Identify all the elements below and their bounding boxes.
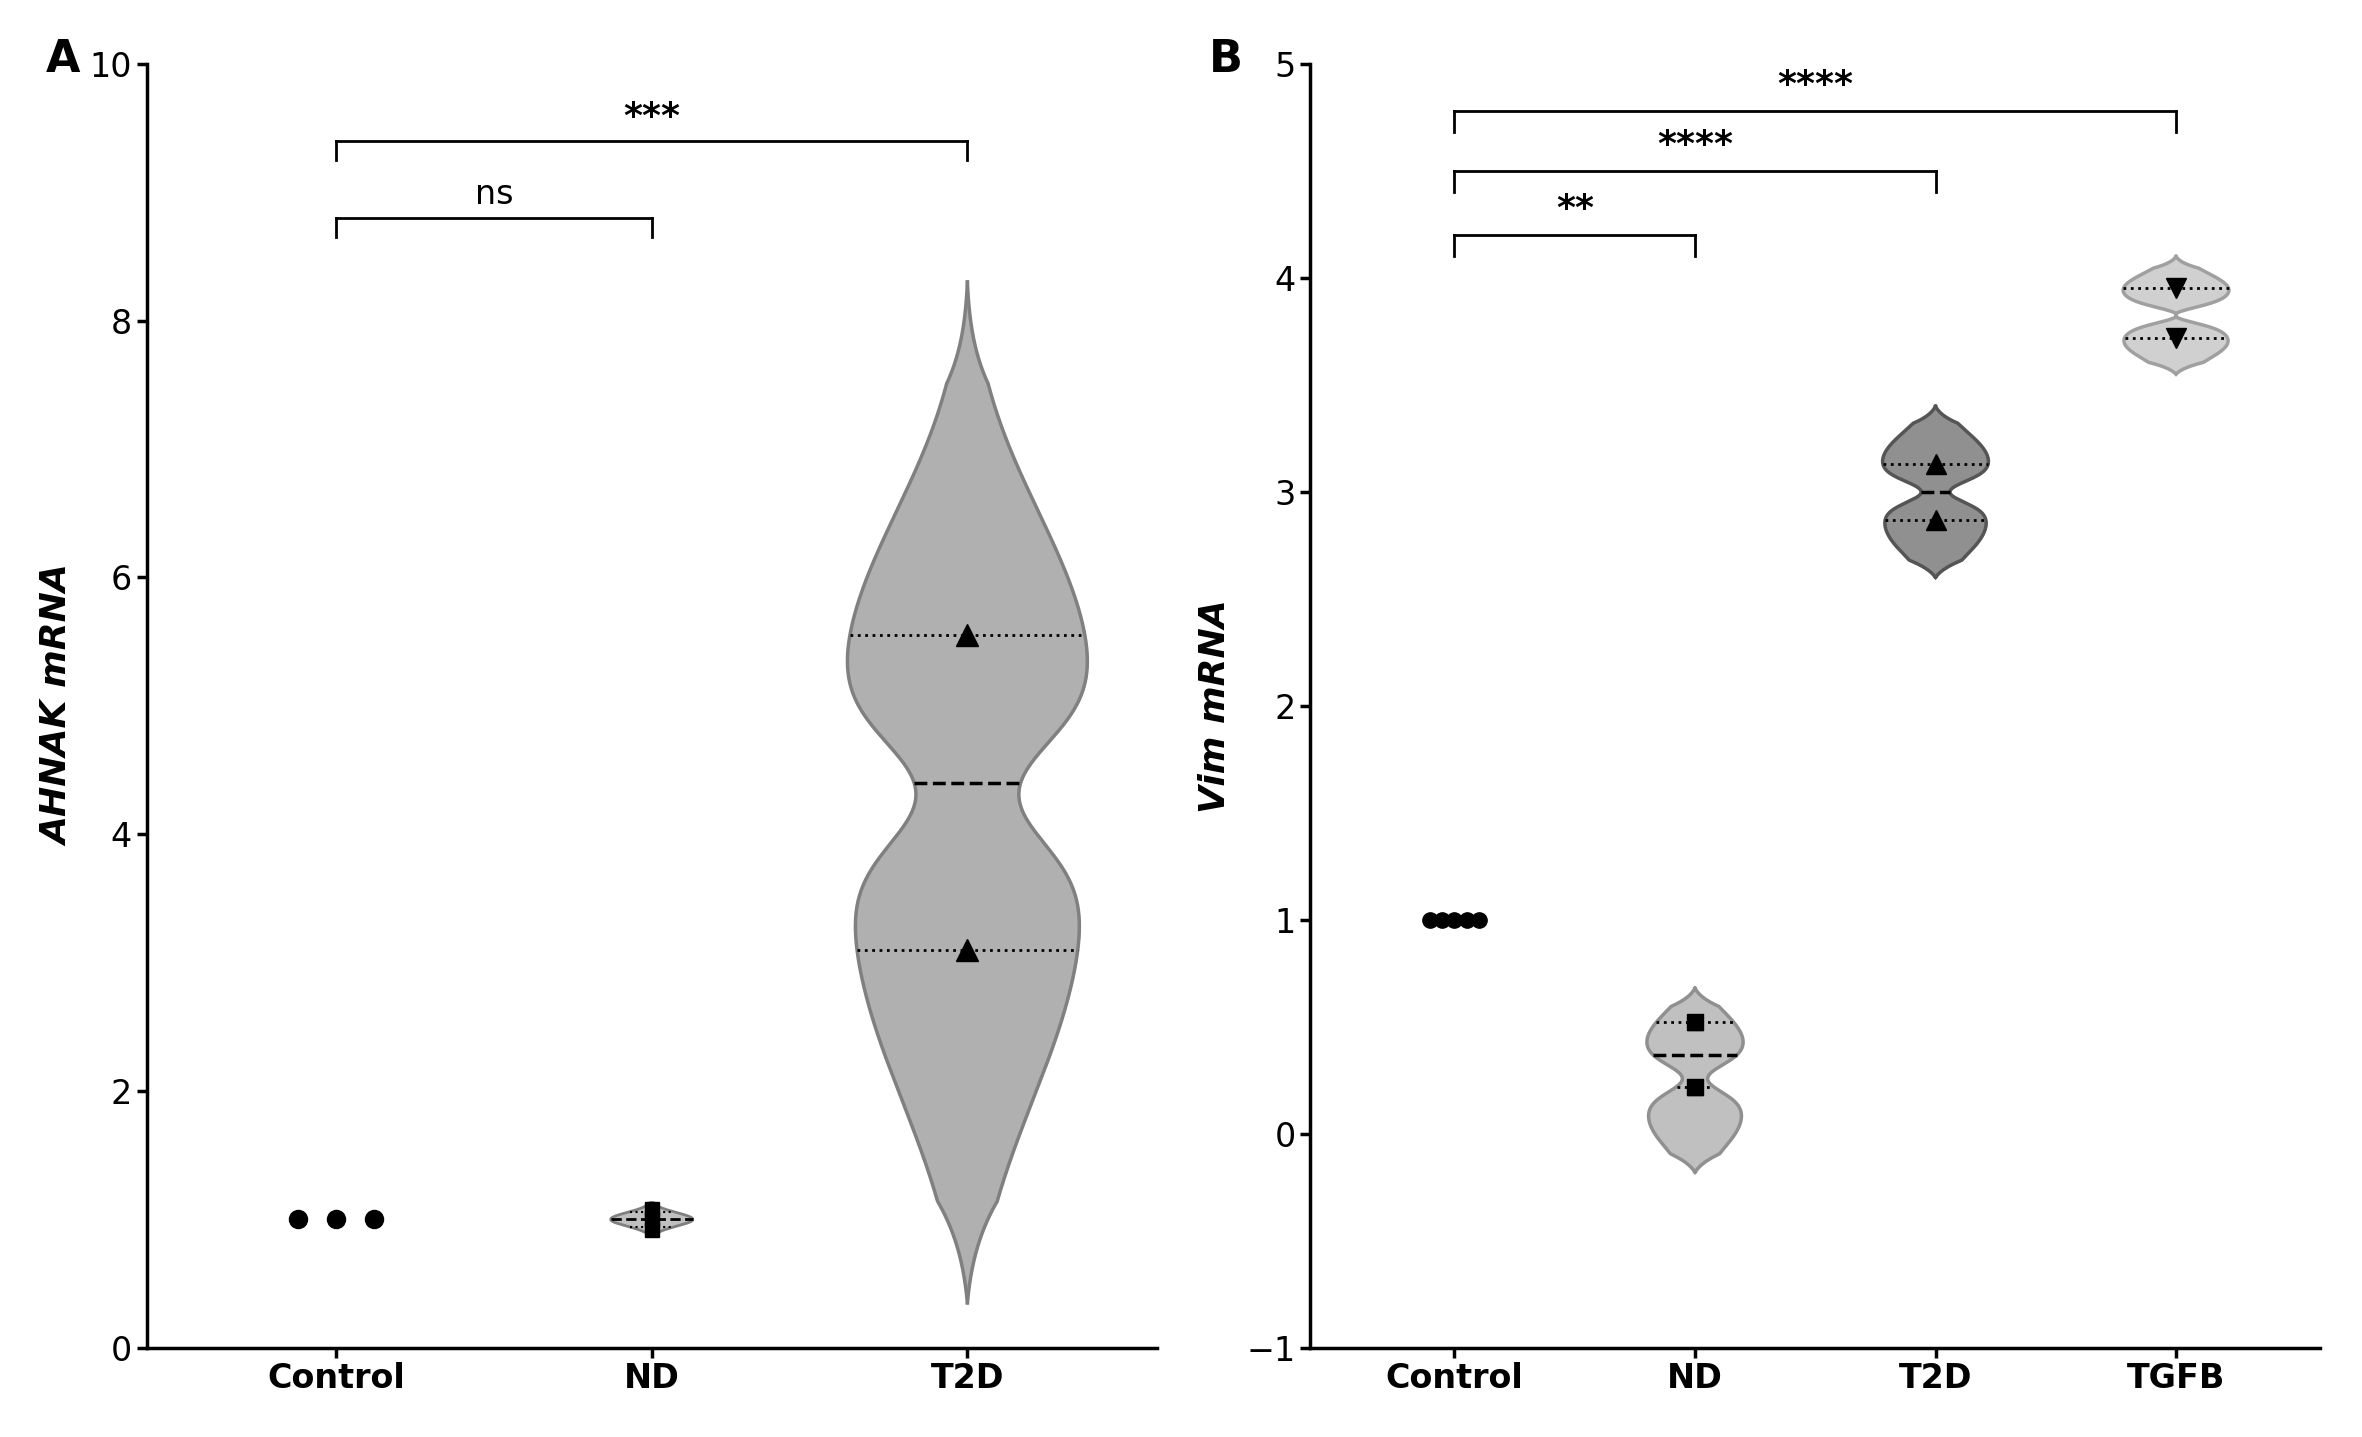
Text: **: ** (1557, 193, 1594, 227)
Point (1677, 1075, 1715, 1098)
Point (1677, 1012, 1715, 1035)
Text: ns: ns (475, 178, 513, 211)
Text: A: A (45, 39, 80, 80)
Y-axis label: Vim mRNA: Vim mRNA (1198, 599, 1233, 813)
Y-axis label: AHNAK mRNA: AHNAK mRNA (43, 565, 76, 846)
Text: ****: **** (1776, 69, 1854, 102)
Text: ****: **** (1658, 128, 1734, 162)
Text: B: B (1209, 39, 1242, 80)
Text: ***: *** (624, 101, 680, 135)
